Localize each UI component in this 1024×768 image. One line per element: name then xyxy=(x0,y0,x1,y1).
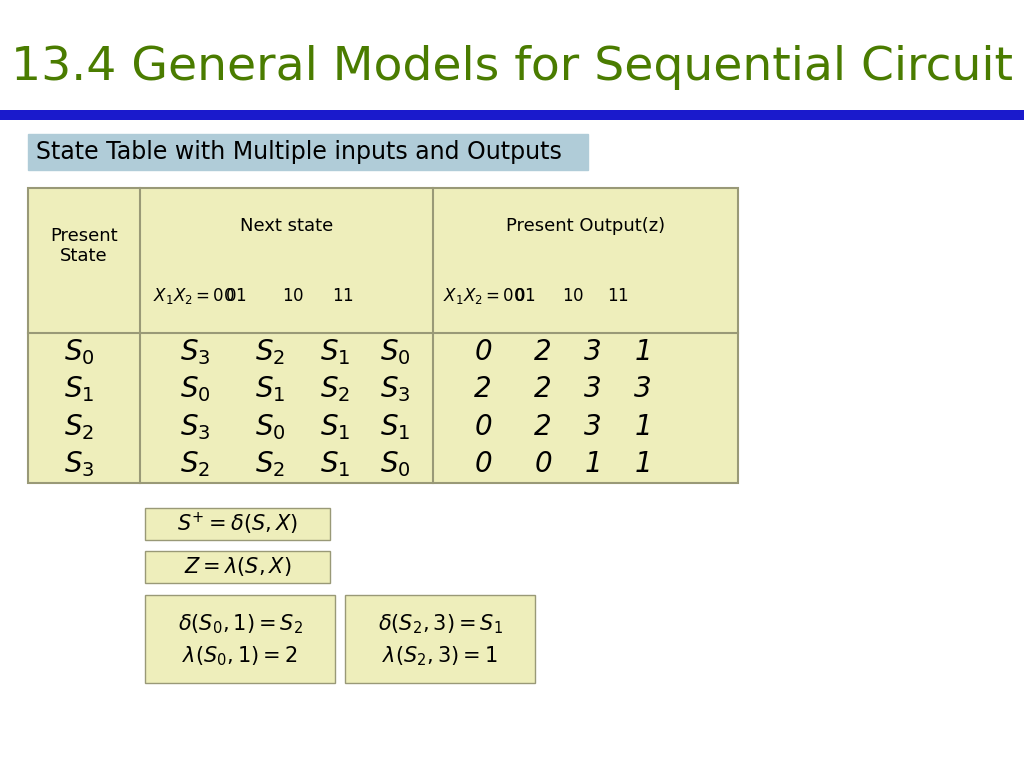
Text: $01$: $01$ xyxy=(514,287,536,305)
Text: $S_1$: $S_1$ xyxy=(319,412,350,442)
Text: $10$: $10$ xyxy=(562,287,584,305)
Text: $S_0$: $S_0$ xyxy=(179,374,210,404)
Text: State: State xyxy=(60,247,108,265)
Text: $\delta(S_0,1) = S_2$: $\delta(S_0,1) = S_2$ xyxy=(177,612,302,636)
Text: 1: 1 xyxy=(634,450,652,478)
Text: 1: 1 xyxy=(634,338,652,366)
Text: $Z = \lambda(S, X)$: $Z = \lambda(S, X)$ xyxy=(183,555,291,578)
Text: 0: 0 xyxy=(474,338,492,366)
Text: $S_3$: $S_3$ xyxy=(63,449,94,479)
Text: $S_2$: $S_2$ xyxy=(255,449,285,479)
Text: $01$: $01$ xyxy=(225,287,247,305)
Text: 2: 2 xyxy=(535,376,552,403)
Text: $S_2$: $S_2$ xyxy=(65,412,94,442)
Text: State Table with Multiple inputs and Outputs: State Table with Multiple inputs and Out… xyxy=(36,140,562,164)
Text: $S_3$: $S_3$ xyxy=(180,412,210,442)
Text: $11$: $11$ xyxy=(332,287,354,305)
Text: $S_2$: $S_2$ xyxy=(321,374,350,404)
Text: 2: 2 xyxy=(535,338,552,366)
Text: 0: 0 xyxy=(474,450,492,478)
Text: $X_1X_2 = 00$: $X_1X_2 = 00$ xyxy=(153,286,234,306)
FancyBboxPatch shape xyxy=(145,595,335,683)
Text: $S_1$: $S_1$ xyxy=(63,374,94,404)
FancyBboxPatch shape xyxy=(145,508,330,540)
Text: 3: 3 xyxy=(634,376,652,403)
Text: $S_2$: $S_2$ xyxy=(255,337,285,366)
Text: 2: 2 xyxy=(474,376,492,403)
Text: $10$: $10$ xyxy=(282,287,304,305)
Text: $\lambda(S_0,1) = 2$: $\lambda(S_0,1) = 2$ xyxy=(182,645,298,668)
Text: $S_0$: $S_0$ xyxy=(380,337,411,366)
Text: 0: 0 xyxy=(535,450,552,478)
Text: $S_2$: $S_2$ xyxy=(180,449,210,479)
Text: Present Output(z): Present Output(z) xyxy=(506,217,665,235)
FancyBboxPatch shape xyxy=(345,595,535,683)
Text: 13.4 General Models for Sequential Circuit: 13.4 General Models for Sequential Circu… xyxy=(11,45,1013,91)
Text: $\lambda(S_2,3) = 1$: $\lambda(S_2,3) = 1$ xyxy=(382,645,498,668)
Text: $S^{+} = \delta(S, X)$: $S^{+} = \delta(S, X)$ xyxy=(177,511,298,537)
FancyBboxPatch shape xyxy=(145,551,330,583)
Text: $S_1$: $S_1$ xyxy=(319,449,350,479)
Text: $\delta(S_2,3) = S_1$: $\delta(S_2,3) = S_1$ xyxy=(378,612,503,636)
Text: 1: 1 xyxy=(584,450,602,478)
Text: Present: Present xyxy=(50,227,118,245)
Text: $S_3$: $S_3$ xyxy=(180,337,210,366)
Text: 3: 3 xyxy=(584,376,602,403)
Text: $X_1X_2 = 00$: $X_1X_2 = 00$ xyxy=(443,286,524,306)
Text: Next state: Next state xyxy=(240,217,333,235)
Text: $S_1$: $S_1$ xyxy=(380,412,411,442)
Text: 3: 3 xyxy=(584,338,602,366)
Text: $S_0$: $S_0$ xyxy=(380,449,411,479)
Text: $S_0$: $S_0$ xyxy=(63,337,94,366)
Text: $S_1$: $S_1$ xyxy=(319,337,350,366)
FancyBboxPatch shape xyxy=(0,110,1024,120)
FancyBboxPatch shape xyxy=(28,134,588,170)
Text: $S_0$: $S_0$ xyxy=(255,412,286,442)
Text: $S_1$: $S_1$ xyxy=(255,374,285,404)
Text: 2: 2 xyxy=(535,412,552,441)
Text: $11$: $11$ xyxy=(607,287,629,305)
FancyBboxPatch shape xyxy=(28,188,738,483)
Text: 0: 0 xyxy=(474,412,492,441)
Text: $S_3$: $S_3$ xyxy=(380,374,411,404)
Text: 1: 1 xyxy=(634,412,652,441)
Text: 3: 3 xyxy=(584,412,602,441)
